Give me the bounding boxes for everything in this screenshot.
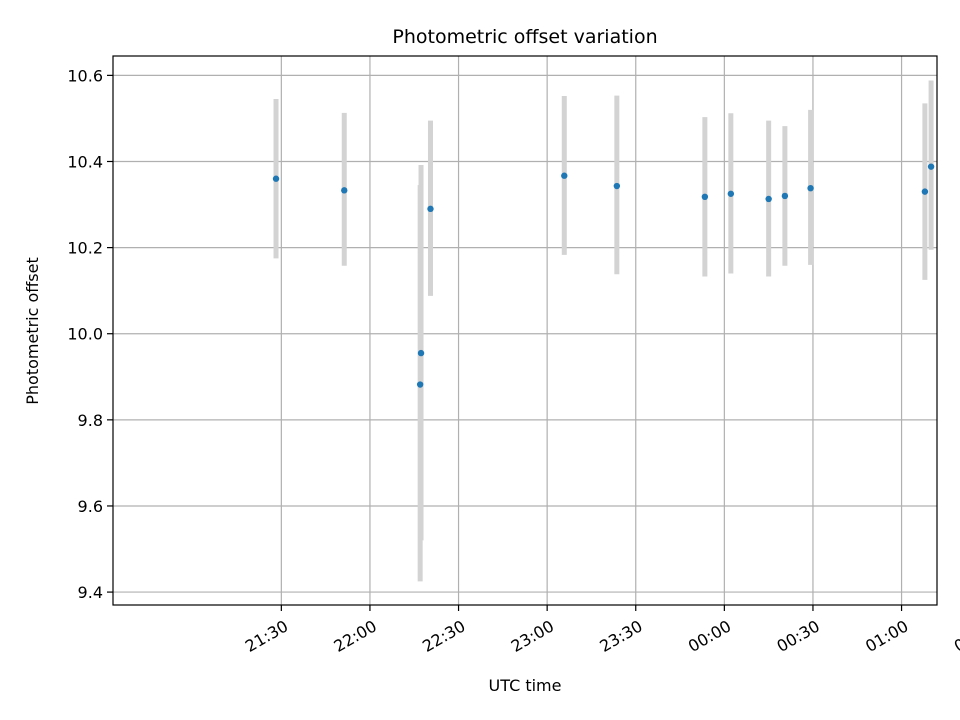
data-point: [416, 381, 424, 388]
data-point: [272, 175, 280, 182]
y-tick-label: 10.0: [67, 325, 103, 344]
data-point: [613, 182, 621, 190]
data-point: [921, 188, 929, 195]
data-points: [272, 163, 935, 388]
y-tick-label: 10.4: [67, 152, 103, 171]
grid-lines: [113, 56, 937, 605]
data-point: [417, 349, 425, 357]
y-tick-label: 9.8: [78, 411, 103, 430]
y-axis-label: Photometric offset: [23, 257, 42, 405]
plot-frame: [112, 55, 938, 606]
chart-title: Photometric offset variation: [392, 26, 657, 48]
data-point: [807, 184, 814, 192]
data-point: [427, 205, 434, 213]
x-axis-label: UTC time: [489, 676, 562, 695]
y-tick-label: 9.4: [78, 583, 103, 602]
data-point: [341, 187, 348, 194]
x-tick-label: 01:30: [951, 616, 960, 656]
y-axis-ticks: 9.4 9.6 9.8 10.0 10.2 10.4 10.6: [67, 66, 113, 602]
data-point: [927, 163, 935, 170]
y-tick-label: 10.6: [67, 66, 103, 85]
y-tick-label: 9.6: [78, 497, 103, 516]
data-point: [727, 190, 735, 197]
data-point: [781, 192, 789, 200]
data-point: [765, 195, 772, 203]
y-tick-label: 10.2: [67, 239, 103, 258]
data-point: [561, 172, 568, 179]
data-point: [701, 193, 709, 201]
